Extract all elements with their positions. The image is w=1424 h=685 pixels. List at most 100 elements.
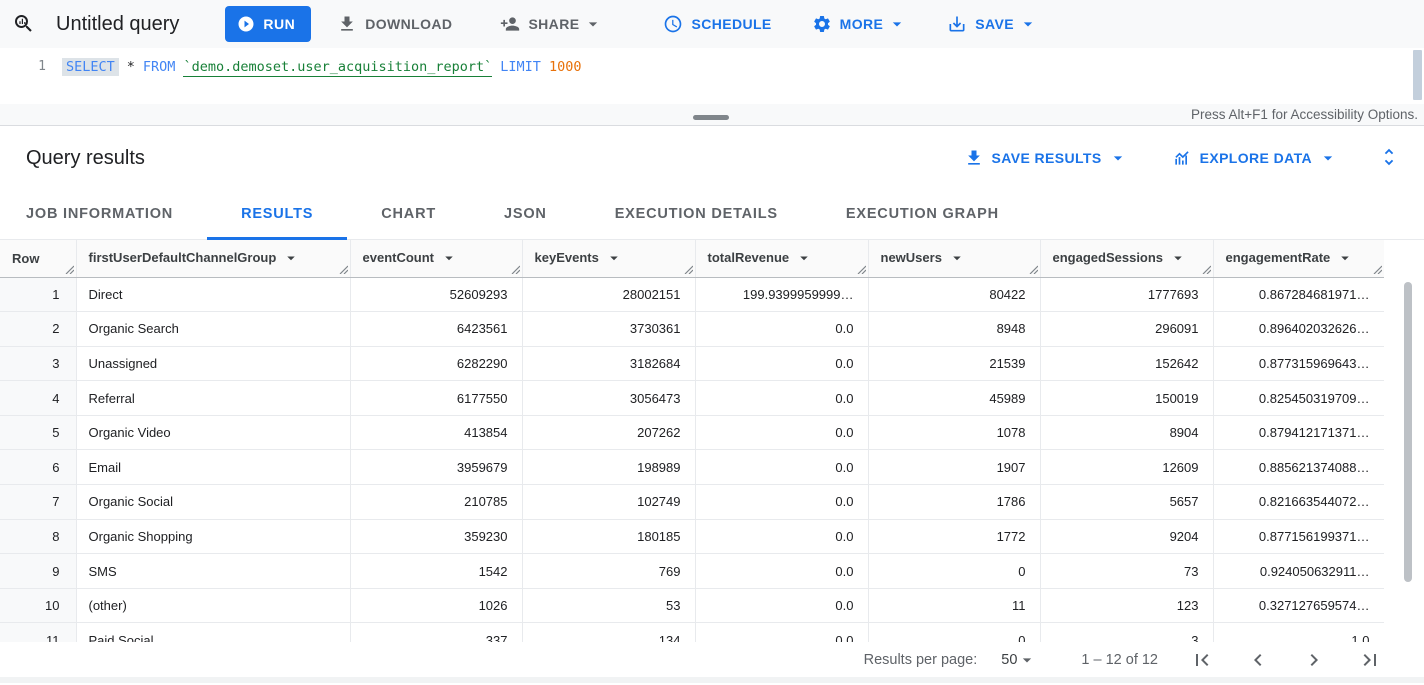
save-button[interactable]: SAVE — [937, 6, 1048, 42]
tab-chart[interactable]: CHART — [347, 190, 470, 239]
more-button[interactable]: MORE — [802, 6, 918, 42]
chevron-down-icon — [583, 14, 603, 34]
last-page-button[interactable] — [1358, 648, 1382, 672]
column-resize-handle-icon[interactable] — [339, 265, 348, 274]
table-cell: 3959679 — [350, 450, 522, 485]
column-resize-handle-icon[interactable] — [1373, 265, 1382, 274]
explore-data-button[interactable]: EXPLORE DATA — [1172, 148, 1338, 168]
query-title: Untitled query — [56, 13, 179, 36]
row-number-cell: 4 — [0, 381, 76, 416]
table-cell: 9204 — [1040, 519, 1213, 554]
table-cell: 0 — [868, 554, 1040, 589]
table-scrollbar[interactable] — [1404, 282, 1412, 582]
first-page-button[interactable] — [1190, 648, 1214, 672]
results-table-body: 1Direct5260929328002151199.9399959999…80… — [0, 277, 1384, 642]
table-row: 8Organic Shopping3592301801850.017729204… — [0, 519, 1384, 554]
save-icon — [947, 14, 967, 34]
table-cell: 21539 — [868, 346, 1040, 381]
table-cell: 1777693 — [1040, 277, 1213, 312]
table-cell: 150019 — [1040, 381, 1213, 416]
pagination-bar: Results per page: 50 1 – 12 of 12 — [0, 642, 1424, 677]
table-cell: 6177550 — [350, 381, 522, 416]
results-tabs: JOB INFORMATION RESULTS CHART JSON EXECU… — [0, 190, 1424, 240]
column-resize-handle-icon[interactable] — [684, 265, 693, 274]
table-cell: (other) — [76, 588, 350, 623]
tab-job-information[interactable]: JOB INFORMATION — [0, 190, 207, 239]
table-cell: 296091 — [1040, 312, 1213, 347]
column-resize-handle-icon[interactable] — [1202, 265, 1211, 274]
sort-menu-caret-icon[interactable] — [282, 249, 300, 267]
table-cell: Paid Social — [76, 623, 350, 642]
results-title: Query results — [26, 126, 145, 190]
table-cell: 3 — [1040, 623, 1213, 642]
column-resize-handle-icon[interactable] — [65, 265, 74, 274]
row-number-cell: 3 — [0, 346, 76, 381]
row-number-cell: 10 — [0, 588, 76, 623]
download-button[interactable]: DOWNLOAD — [327, 6, 462, 42]
table-cell: 0.0 — [695, 519, 868, 554]
sql-editor[interactable]: 1 SELECT*FROM`demo.demoset.user_acquisit… — [0, 48, 1424, 104]
sort-menu-caret-icon[interactable] — [948, 249, 966, 267]
save-results-button[interactable]: SAVE RESULTS — [964, 148, 1128, 168]
table-cell: Organic Social — [76, 485, 350, 520]
table-cell: 3056473 — [522, 381, 695, 416]
sort-menu-caret-icon[interactable] — [605, 249, 623, 267]
sort-menu-caret-icon[interactable] — [795, 249, 813, 267]
column-resize-handle-icon[interactable] — [511, 265, 520, 274]
next-page-button[interactable] — [1302, 648, 1326, 672]
gear-icon — [812, 14, 832, 34]
column-header-newUsers[interactable]: newUsers — [868, 240, 1040, 277]
column-header-engagedSessions[interactable]: engagedSessions — [1040, 240, 1213, 277]
table-cell: 0.924050632911… — [1213, 554, 1384, 589]
column-header-keyEvents[interactable]: keyEvents — [522, 240, 695, 277]
column-header-label: newUsers — [881, 250, 942, 265]
row-number-cell: 2 — [0, 312, 76, 347]
tab-execution-details[interactable]: EXECUTION DETAILS — [581, 190, 812, 239]
chevron-down-icon — [1318, 148, 1338, 168]
tab-execution-graph[interactable]: EXECUTION GRAPH — [812, 190, 1033, 239]
column-header-firstUserDefaultChannelGroup[interactable]: firstUserDefaultChannelGroup — [76, 240, 350, 277]
column-resize-handle-icon[interactable] — [1029, 265, 1038, 274]
more-button-label: MORE — [840, 16, 884, 32]
column-header-totalRevenue[interactable]: totalRevenue — [695, 240, 868, 277]
sort-menu-caret-icon[interactable] — [1336, 249, 1354, 267]
page-size-select[interactable]: 50 — [1001, 650, 1037, 670]
person-add-icon — [500, 14, 520, 34]
table-row: 1Direct5260929328002151199.9399959999…80… — [0, 277, 1384, 312]
chevron-down-icon — [1017, 650, 1037, 670]
column-header-eventCount[interactable]: eventCount — [350, 240, 522, 277]
explore-data-chart-icon — [1172, 148, 1192, 168]
table-reference-link[interactable]: `demo.demoset.user_acquisition_report` — [183, 59, 492, 77]
sql-keyword-from: FROM — [143, 59, 176, 75]
table-cell: Unassigned — [76, 346, 350, 381]
bigquery-query-editor: Untitled query RUN DOWNLOAD SHARE SCHEDU… — [0, 0, 1424, 685]
query-results-header: Query results SAVE RESULTS EXPLORE DATA — [0, 126, 1424, 190]
editor-scrollbar[interactable] — [1413, 50, 1422, 100]
tab-results[interactable]: RESULTS — [207, 190, 347, 239]
table-cell: 0.867284681971… — [1213, 277, 1384, 312]
table-cell: 8904 — [1040, 415, 1213, 450]
run-button[interactable]: RUN — [225, 6, 311, 42]
column-resize-handle-icon[interactable] — [857, 265, 866, 274]
sort-menu-caret-icon[interactable] — [440, 249, 458, 267]
table-cell: 1907 — [868, 450, 1040, 485]
schedule-button[interactable]: SCHEDULE — [653, 6, 781, 42]
sql-keyword-limit: LIMIT — [500, 59, 541, 75]
save-results-icon — [964, 148, 984, 168]
tab-json[interactable]: JSON — [470, 190, 581, 239]
column-header-engagementRate[interactable]: engagementRate — [1213, 240, 1384, 277]
row-number-cell: 5 — [0, 415, 76, 450]
table-cell: Organic Shopping — [76, 519, 350, 554]
previous-page-button[interactable] — [1246, 648, 1270, 672]
table-row: 2Organic Search642356137303610.089482960… — [0, 312, 1384, 347]
panel-resize-handle[interactable] — [693, 115, 729, 120]
column-header-label: keyEvents — [535, 250, 599, 265]
accessibility-hint: Press Alt+F1 for Accessibility Options. — [1191, 104, 1418, 125]
table-cell: 1026 — [350, 588, 522, 623]
results-per-page-label: Results per page: — [864, 652, 978, 668]
share-button[interactable]: SHARE — [490, 6, 613, 42]
table-cell: 1542 — [350, 554, 522, 589]
sql-star: * — [127, 59, 135, 75]
sort-menu-caret-icon[interactable] — [1169, 249, 1187, 267]
expand-results-button[interactable] — [1378, 146, 1400, 170]
